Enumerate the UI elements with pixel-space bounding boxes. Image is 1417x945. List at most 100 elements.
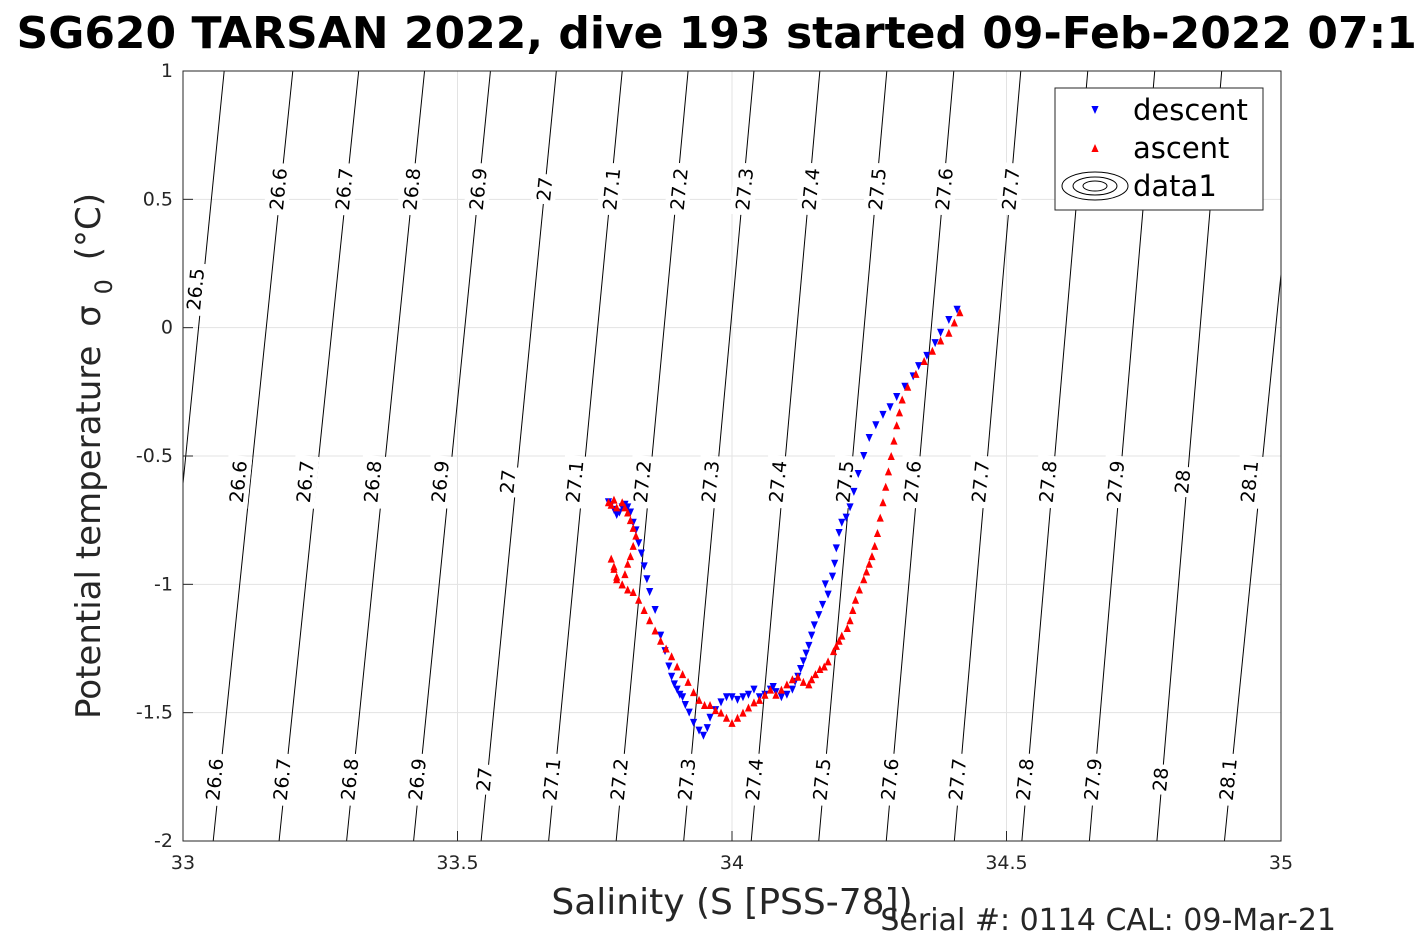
contour-label-text: 27 xyxy=(473,766,497,792)
contour-label-text: 27.1 xyxy=(539,757,565,801)
descent-point xyxy=(788,685,796,694)
ascent-point xyxy=(799,677,807,686)
contour-label-text: 27.1 xyxy=(562,460,588,504)
descent-point xyxy=(635,539,643,548)
contour-label-bg xyxy=(425,454,455,509)
ascent-point xyxy=(893,421,901,430)
ascent-point xyxy=(678,670,687,679)
descent-point xyxy=(783,690,791,699)
legend-label-data1: data1 xyxy=(1133,169,1217,203)
descent-point xyxy=(799,657,807,666)
contour-label: 27.7 xyxy=(965,454,995,509)
contour-label-text: 26.8 xyxy=(360,460,386,504)
contour-label-text: 26.7 xyxy=(270,757,296,801)
ascent-point xyxy=(629,588,637,597)
ascent-point xyxy=(744,703,753,712)
contour-label-bg xyxy=(530,172,558,206)
contour-label: 26.7 xyxy=(267,752,297,807)
contour-label: 27 xyxy=(494,465,521,498)
contour-label-bg xyxy=(763,454,793,509)
descent-point xyxy=(651,606,659,614)
ascent-point xyxy=(904,382,912,391)
y-axis-label-unit: (°C) xyxy=(69,193,109,260)
ascent-point xyxy=(607,554,615,563)
contour-label-text: 27.7 xyxy=(945,757,971,801)
contour-label-bg xyxy=(1234,454,1264,509)
ascent-point xyxy=(621,503,629,512)
descent-point xyxy=(699,731,708,740)
descent-point xyxy=(810,621,818,630)
y-tick-label: -1 xyxy=(154,573,173,595)
descent-point xyxy=(640,562,648,571)
contour-label-bg xyxy=(334,752,364,807)
ascent-point xyxy=(706,700,714,709)
contour-label-text: 27.5 xyxy=(832,460,858,504)
descent-point xyxy=(815,611,823,620)
legend-contour-icon xyxy=(1061,171,1129,201)
ascent-point xyxy=(811,670,820,679)
descent-point xyxy=(703,724,711,733)
contour-label-bg xyxy=(463,162,493,217)
y-tick-label: 1 xyxy=(161,60,173,82)
ascent-point xyxy=(846,616,854,625)
contour-label: 27.2 xyxy=(604,752,634,807)
ascent-point xyxy=(717,708,725,717)
contour-label-text: 26.6 xyxy=(266,167,292,211)
contour-label-text: 26.8 xyxy=(399,167,425,211)
contour-label: 27.5 xyxy=(862,162,892,217)
ascent-point xyxy=(884,467,893,476)
y-tick-label: -2 xyxy=(154,830,173,852)
contour-label-text: 27.6 xyxy=(900,460,926,504)
ascent-point xyxy=(662,644,670,653)
contour-label: 27.8 xyxy=(1010,752,1040,807)
descent-point xyxy=(937,328,945,337)
y-axis-label-symbol: σ xyxy=(69,305,109,327)
contour-label: 27.6 xyxy=(875,752,905,807)
contour-label-bg xyxy=(929,162,959,217)
contour-label: 26.6 xyxy=(223,454,253,509)
contour-label-text: 26.6 xyxy=(226,460,252,504)
contour-label: 28.1 xyxy=(1234,454,1264,509)
contour-label-text: 27.6 xyxy=(878,757,904,801)
ascent-point xyxy=(695,695,703,704)
descent-point xyxy=(850,487,858,496)
contour-label: 27.3 xyxy=(671,752,701,807)
ascent-point xyxy=(820,662,828,671)
descent-point xyxy=(673,685,681,694)
descent-point xyxy=(831,559,839,568)
descent-point xyxy=(818,600,827,609)
contour-label-text: 26.9 xyxy=(466,167,492,211)
ascent-point xyxy=(928,346,936,355)
contour-label-text: 27.4 xyxy=(766,460,792,504)
contour-label: 27 xyxy=(530,172,558,206)
ascent-point xyxy=(777,685,786,694)
contour-label: 26.9 xyxy=(402,752,432,807)
descent-point xyxy=(626,508,635,517)
legend-marker-ascent xyxy=(1091,144,1099,152)
ascent-point xyxy=(912,369,920,378)
ascent-point xyxy=(849,606,857,614)
descent-point xyxy=(722,693,731,702)
ascent-point xyxy=(920,357,928,366)
contour-label-bg xyxy=(795,162,826,217)
contour-label-text: 26.7 xyxy=(332,167,358,211)
contour-label-bg xyxy=(1168,465,1196,498)
ascent-point xyxy=(640,606,648,614)
density-contour-line xyxy=(1223,274,1282,842)
legend-label-descent: descent xyxy=(1133,93,1248,127)
contour-label-bg xyxy=(1033,454,1063,509)
contour-label: 26.9 xyxy=(463,162,493,217)
contour-label: 27.4 xyxy=(739,752,769,807)
ascent-point xyxy=(668,652,676,661)
contour-label: 27.9 xyxy=(1100,454,1130,509)
contour-label-bg xyxy=(862,162,892,217)
y-axis-label-subscript: 0 xyxy=(90,279,118,294)
ascent-point xyxy=(618,498,626,507)
x-axis-label: Salinity (S [PSS-78]) xyxy=(551,882,912,923)
ascent-point xyxy=(624,559,632,568)
ascent-point xyxy=(808,675,816,684)
y-axis-label: Potential temperature σ 0 (°C) xyxy=(69,193,121,719)
descent-point xyxy=(893,392,901,401)
ascent-point xyxy=(646,616,654,625)
contour-label: 27.5 xyxy=(830,454,860,509)
